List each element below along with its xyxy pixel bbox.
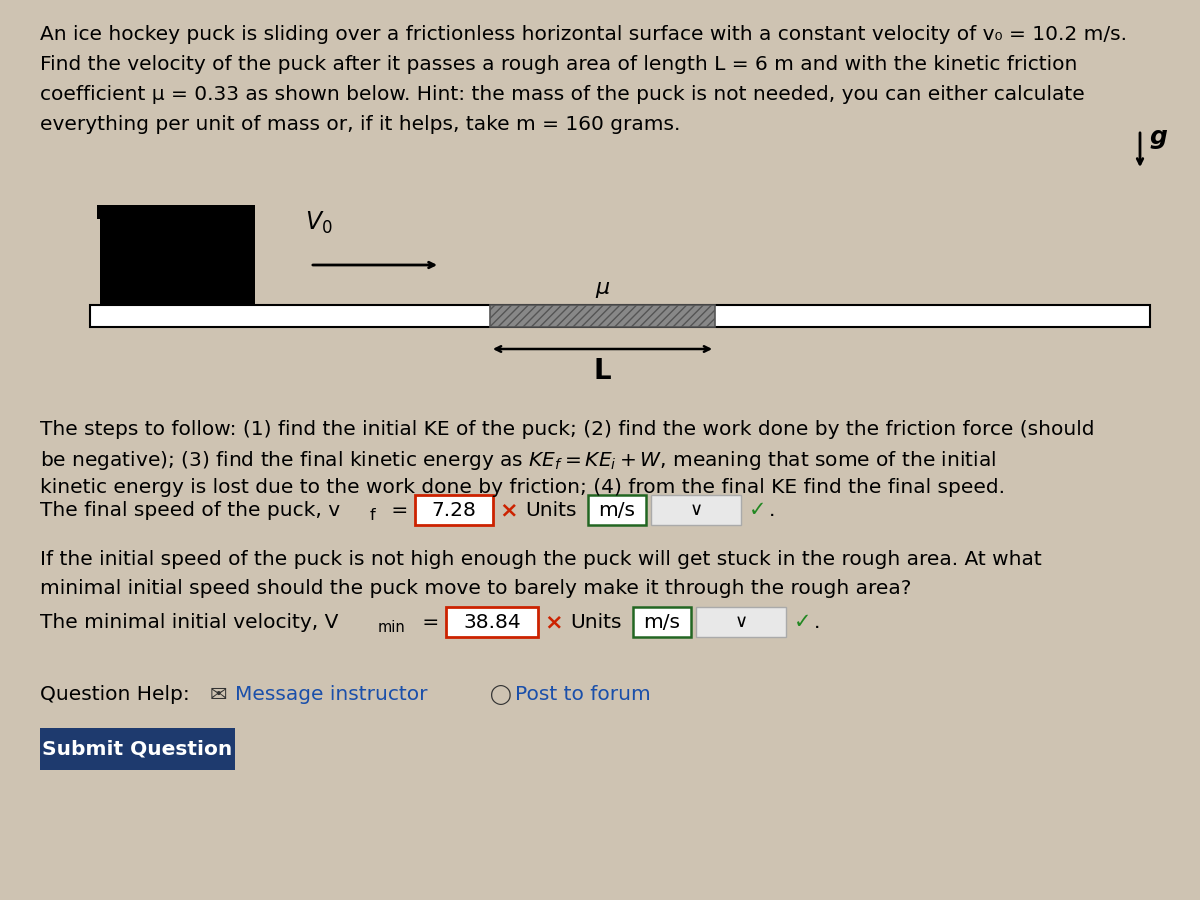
Text: =: = — [416, 613, 445, 632]
Text: f: f — [370, 508, 376, 524]
Text: An ice hockey puck is sliding over a frictionless horizontal surface with a cons: An ice hockey puck is sliding over a fri… — [40, 25, 1127, 44]
Bar — [588, 495, 646, 525]
Text: ✉: ✉ — [210, 685, 228, 705]
Text: Submit Question: Submit Question — [42, 740, 233, 759]
Text: $V_0$: $V_0$ — [305, 210, 332, 236]
Text: everything per unit of mass or, if it helps, take m = 160 grams.: everything per unit of mass or, if it he… — [40, 115, 680, 134]
Text: .: . — [769, 500, 775, 519]
Bar — [490, 305, 715, 327]
Text: .: . — [814, 613, 821, 632]
Bar — [90, 305, 1150, 327]
Text: minimal initial speed should the puck move to barely make it through the rough a: minimal initial speed should the puck mo… — [40, 579, 911, 598]
Text: Units: Units — [570, 613, 622, 632]
Text: Units: Units — [526, 500, 576, 519]
Text: m/s: m/s — [599, 500, 636, 519]
Text: 7.28: 7.28 — [432, 500, 476, 519]
Text: min: min — [378, 620, 406, 635]
Bar — [696, 607, 786, 637]
Bar — [650, 495, 742, 525]
Text: The steps to follow: (1) find the initial KE of the puck; (2) find the work done: The steps to follow: (1) find the initia… — [40, 420, 1094, 439]
Text: ∨: ∨ — [734, 613, 748, 631]
Text: be negative); (3) find the final kinetic energy as $KE_f = KE_i + W$, meaning th: be negative); (3) find the final kinetic… — [40, 449, 996, 472]
Text: ∨: ∨ — [690, 501, 702, 519]
Text: =: = — [385, 500, 415, 519]
Text: L: L — [594, 357, 611, 385]
Text: kinetic energy is lost due to the work done by friction; (4) from the final KE f: kinetic energy is lost due to the work d… — [40, 478, 1006, 497]
Text: m: m — [95, 200, 120, 224]
Text: ✓: ✓ — [794, 612, 811, 632]
Text: 38.84: 38.84 — [463, 613, 521, 632]
Text: ✓: ✓ — [749, 500, 767, 520]
Text: The minimal initial velocity, V: The minimal initial velocity, V — [40, 613, 338, 632]
Text: ×: × — [499, 500, 517, 520]
Text: Question Help:: Question Help: — [40, 686, 190, 705]
Text: If the initial speed of the puck is not high enough the puck will get stuck in t: If the initial speed of the puck is not … — [40, 550, 1042, 569]
Text: Find the velocity of the puck after it passes a rough area of length L = 6 m and: Find the velocity of the puck after it p… — [40, 55, 1078, 74]
Bar — [40, 728, 235, 770]
Bar — [100, 205, 256, 320]
Text: Post to forum: Post to forum — [515, 686, 650, 705]
Bar — [446, 607, 538, 637]
Text: coefficient μ = 0.33 as shown below. Hint: the mass of the puck is not needed, y: coefficient μ = 0.33 as shown below. Hin… — [40, 85, 1085, 104]
Bar — [634, 607, 691, 637]
Text: m/s: m/s — [643, 613, 680, 632]
Text: g: g — [1150, 125, 1168, 149]
Text: $\mu$: $\mu$ — [595, 280, 611, 300]
Text: The final speed of the puck, v: The final speed of the puck, v — [40, 500, 340, 519]
Text: Message instructor: Message instructor — [235, 686, 427, 705]
Text: ◯: ◯ — [490, 685, 512, 705]
Text: ×: × — [544, 612, 563, 632]
Bar — [415, 495, 493, 525]
